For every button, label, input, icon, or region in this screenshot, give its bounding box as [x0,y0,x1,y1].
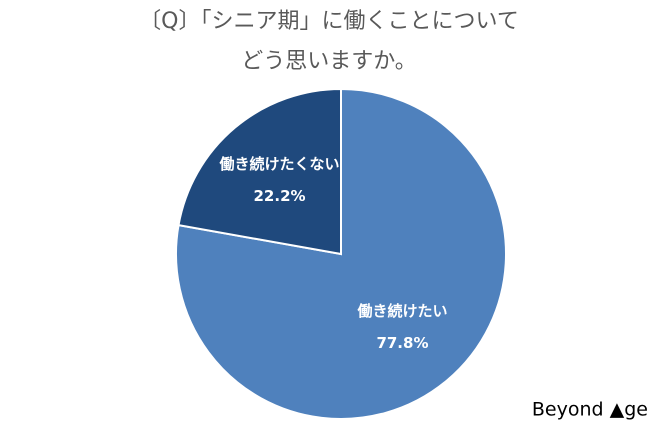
chart-title: 〔Q〕「シニア期」に働くことについて [139,9,519,34]
pie-slice [175,87,507,420]
value-label: 22.2% [254,187,306,205]
slice-label: 働き続けたい [356,302,447,320]
value-label: 77.8% [376,334,428,352]
chart-title: どう思いますか。 [241,49,417,74]
slice-label: 働き続けたくない [219,155,340,173]
brand-logo: Beyond ▲ge [532,399,648,421]
pie-slice [177,87,342,256]
